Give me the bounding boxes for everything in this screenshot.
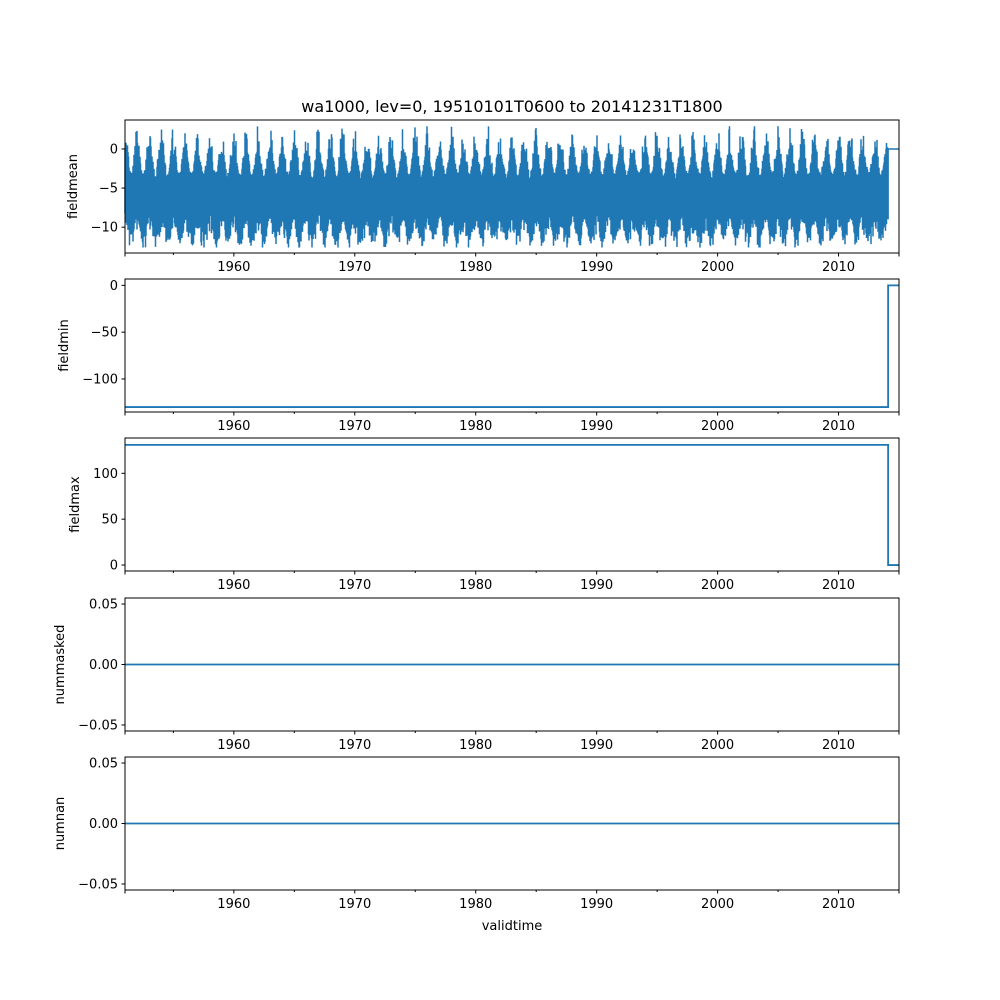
y-tick-label: −0.05 (78, 877, 118, 892)
y-tick-label: 0 (110, 142, 118, 157)
y-axis-label: fieldmin (57, 319, 72, 372)
x-tick-label: 2000 (701, 738, 734, 753)
y-tick-label: −10 (91, 221, 118, 236)
x-tick-label: 2000 (701, 260, 734, 275)
x-tick-label: 2000 (701, 897, 734, 912)
x-tick-label: 1990 (580, 738, 613, 753)
x-tick-label: 1980 (459, 578, 492, 593)
x-tick-label: 1970 (338, 897, 371, 912)
y-tick-label: −50 (91, 326, 118, 341)
y-tick-label: 0.05 (89, 598, 118, 613)
x-tick-label: 1970 (338, 578, 371, 593)
x-axis-label: validtime (482, 919, 543, 934)
x-tick-label: 1990 (580, 419, 613, 434)
x-tick-label: 2000 (701, 578, 734, 593)
x-tick-label: 2000 (701, 419, 734, 434)
x-tick-label: 1960 (217, 419, 250, 434)
data-line-fieldmin (125, 284, 899, 408)
x-tick-label: 1960 (217, 738, 250, 753)
y-tick-label: 0.00 (89, 658, 118, 673)
axes-frame (124, 119, 900, 254)
x-tick-label: 2010 (822, 578, 855, 593)
x-tick-label: 1970 (338, 260, 371, 275)
y-tick-label: 0.05 (89, 757, 118, 772)
panel-numnan: 1960 1970 1980 1990 2000 2010 0.05 0.00 −0.05 num… (53, 756, 900, 912)
axes-frame (124, 278, 900, 413)
x-tick-label: 1980 (459, 419, 492, 434)
data-line-fieldmax (125, 443, 899, 566)
chart-title: wa1000, lev=0, 19510101T0600 to 20141231… (301, 97, 722, 116)
x-tick-label: 2010 (822, 260, 855, 275)
y-axis-label: fieldmean (66, 154, 81, 219)
x-tick-label: 1990 (580, 578, 613, 593)
panel-fieldmax: 1960 1970 1980 1990 2000 2010 0 50 100 fieldmax (68, 437, 900, 593)
y-axis-label: nummasked (53, 625, 68, 705)
y-tick-label: 0 (110, 559, 118, 574)
x-tick-label: 1960 (217, 897, 250, 912)
x-tick-label: 1970 (338, 419, 371, 434)
y-tick-label: −100 (82, 372, 118, 387)
x-tick-label: 1960 (217, 578, 250, 593)
x-tick-label: 1980 (459, 260, 492, 275)
panel-fieldmean: 1960 1970 1980 1990 2000 2010 0 −5 −10 fieldmean (66, 119, 900, 275)
x-tick-label: 2010 (822, 419, 855, 434)
x-tick-label: 1970 (338, 738, 371, 753)
x-tick-label: 1960 (217, 260, 250, 275)
x-tick-label: 1980 (459, 738, 492, 753)
y-axis-label: fieldmax (68, 476, 83, 533)
y-tick-label: 0.00 (89, 817, 118, 832)
panel-nummasked: 1960 1970 1980 1990 2000 2010 0.05 0.00 −0.05 num… (53, 597, 900, 753)
y-axis-label: numnan (53, 797, 68, 851)
x-tick-label: 1990 (580, 260, 613, 275)
x-tick-label: 1990 (580, 897, 613, 912)
x-tick-label: 2010 (822, 738, 855, 753)
y-tick-label: 0 (110, 279, 118, 294)
panel-fieldmin: 1960 1970 1980 1990 2000 2010 0 −50 −100 fieldmin (57, 278, 900, 434)
x-tick-label: 2010 (822, 897, 855, 912)
y-tick-label: −5 (99, 182, 118, 197)
x-tick-label: 1980 (459, 897, 492, 912)
y-tick-label: 50 (101, 513, 118, 528)
data-line-fieldmean (124, 126, 899, 248)
axes-frame (124, 437, 900, 572)
y-tick-label: −0.05 (78, 718, 118, 733)
y-tick-label: 100 (93, 467, 118, 482)
